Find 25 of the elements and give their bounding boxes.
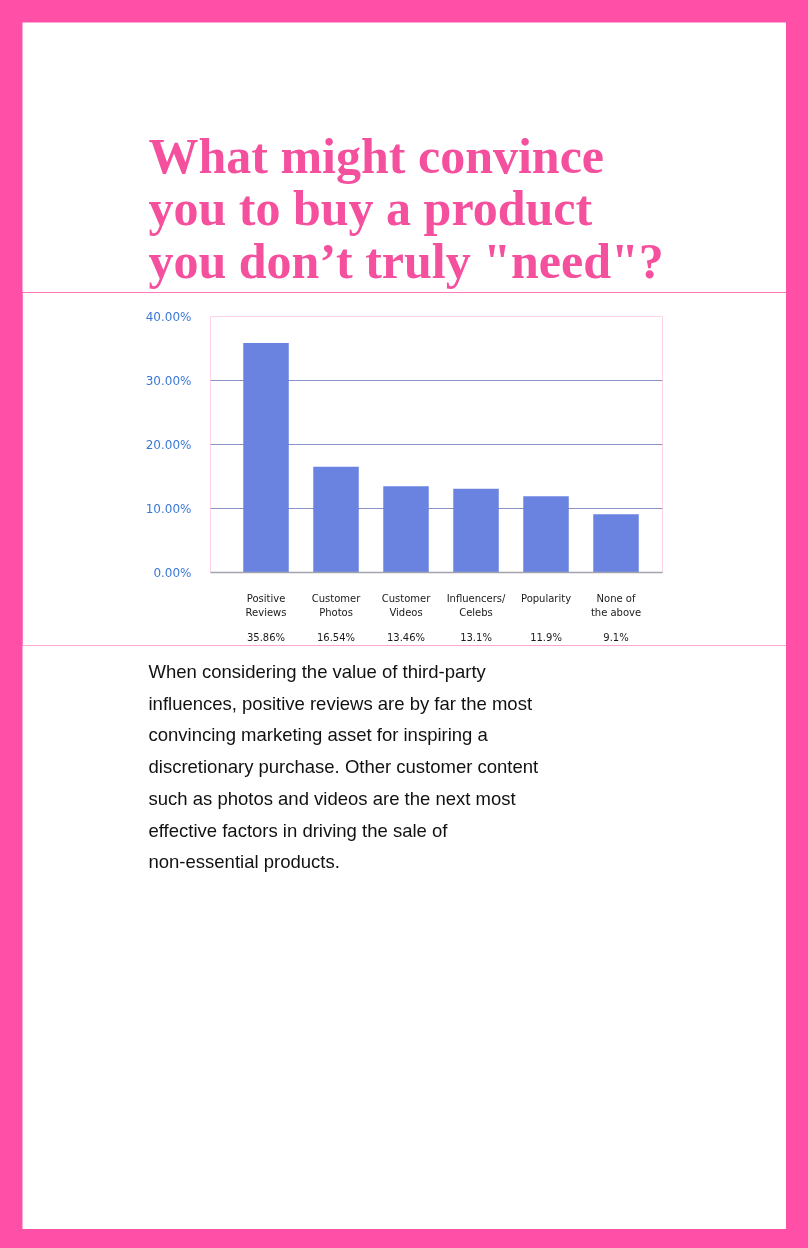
x-tick-label: Customer Photos — [311, 592, 362, 619]
bar — [243, 343, 289, 573]
text: When considering the value of third-party influences, positive reviews are by far the most convincing marketing asset for inspiring a discretionary purchase. Other customer content such as photos and videos are the next most effective factors in driving the sale of non-essential products. — [148, 661, 539, 873]
chart-title: What might convince you to buy a product you don’t truly "need"? — [148, 127, 664, 289]
data-label: 35.86% — [246, 631, 286, 643]
y-tick-label: 0.00% — [153, 565, 192, 580]
y-tick-label: 20.00% — [145, 437, 192, 452]
x-tick-label: Customer Videos — [381, 592, 432, 619]
y-tick-label: 10.00% — [145, 501, 192, 516]
bar — [383, 486, 429, 573]
x-tick-label: Influencers/ Celebs — [446, 592, 507, 619]
y-tick-label: 40.00% — [145, 309, 192, 324]
bar — [313, 466, 359, 573]
x-tick-label: None of the above — [590, 592, 642, 619]
y-tick-label: 30.00% — [145, 373, 192, 388]
bar — [593, 514, 639, 573]
x-tick-label: Popularity — [520, 592, 572, 604]
data-label: 9.1% — [603, 631, 629, 643]
bar — [453, 488, 499, 573]
data-label: 13.1% — [460, 631, 492, 643]
x-tick-label: Positive Reviews — [245, 592, 287, 619]
bar — [523, 496, 569, 573]
data-label: 13.46% — [386, 631, 426, 643]
data-label: 16.54% — [316, 631, 356, 643]
data-label: 11.9% — [530, 631, 562, 643]
